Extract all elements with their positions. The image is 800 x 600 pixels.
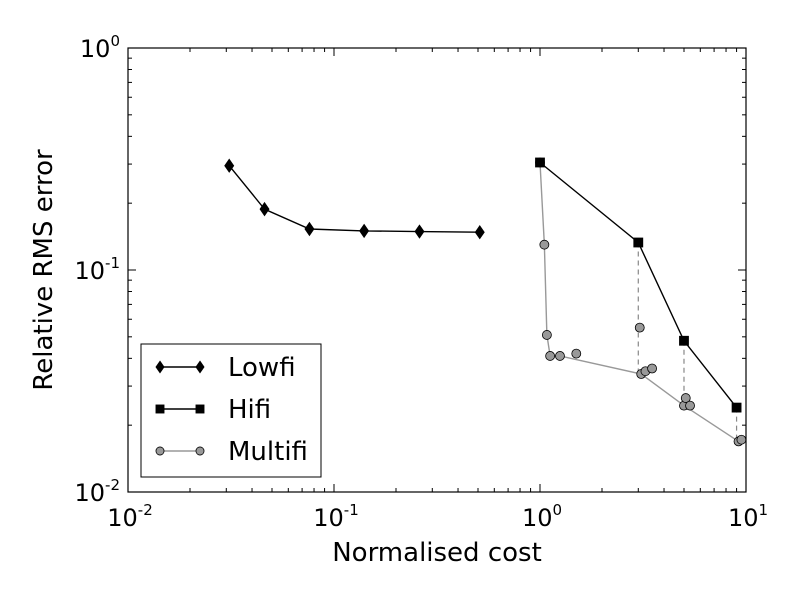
multifi-point — [571, 348, 582, 359]
y-tick-label: 10-2 — [74, 476, 120, 507]
x-tick-label-exponent: -2 — [138, 501, 153, 519]
hifi-series-line — [539, 161, 738, 409]
legend-label-lowfi: Lowfi — [228, 353, 296, 383]
lowfi-point — [359, 223, 370, 239]
y-axis-label: Relative RMS error — [29, 149, 59, 391]
x-tick-label-base: 10 — [107, 504, 138, 532]
legend-box — [140, 343, 322, 478]
x-tick-label-base: 10 — [728, 504, 759, 532]
plot-frame — [127, 47, 747, 493]
legend-marker-hifi — [195, 404, 205, 414]
y-tick-label-base: 10 — [80, 35, 111, 63]
multifi-point — [555, 351, 565, 361]
y-tick-label-exponent: 0 — [110, 32, 120, 50]
legend-marker-multifi — [195, 446, 205, 456]
y-tick-label-exponent: -1 — [105, 254, 120, 272]
multifi-point — [634, 322, 645, 333]
legend-label-hifi: Hifi — [228, 395, 271, 425]
legend: Lowfi Hifi Multifi — [140, 343, 322, 478]
legend-label-multifi: Multifi — [228, 437, 308, 467]
legend-marker-lowfi — [155, 360, 165, 374]
lowfi-point — [304, 221, 315, 237]
lowfi-point — [414, 224, 425, 239]
y-tick-label: 10-1 — [74, 254, 120, 285]
plot-layer — [224, 157, 747, 447]
multifi-point — [680, 393, 691, 403]
y-tick-label-exponent: -2 — [105, 476, 120, 494]
lowfi-point — [224, 158, 235, 173]
lowfi-series-line — [228, 165, 480, 233]
y-tick-label-base: 10 — [74, 257, 105, 285]
x-axis-label: Normalised cost — [332, 538, 542, 568]
hifi-point — [731, 402, 742, 413]
multifi-point — [736, 434, 747, 445]
y-tick-label-base: 10 — [74, 479, 105, 507]
x-tick-label: 10-2 — [107, 501, 153, 532]
legend-marker-hifi — [155, 404, 165, 414]
hifi-point — [633, 237, 644, 248]
multifi-series-line — [539, 162, 739, 442]
legend-marker-multifi — [155, 446, 165, 456]
multifi-point — [539, 239, 550, 250]
multifi-point — [647, 363, 657, 374]
multifi-point — [545, 351, 556, 361]
hifi-point — [535, 157, 545, 168]
hifi-point — [679, 335, 689, 346]
x-tick-label-base: 10 — [522, 504, 553, 532]
x-tick-label: 10-1 — [313, 501, 359, 532]
x-tick-label-base: 10 — [313, 504, 344, 532]
multifi-point — [685, 400, 695, 411]
lowfi-point — [474, 224, 485, 240]
multifi-point — [541, 330, 552, 340]
x-tick-label: 100 — [522, 501, 562, 532]
legend-marker-lowfi — [195, 360, 205, 374]
lowfi-point — [259, 201, 270, 217]
y-tick-label: 100 — [80, 32, 120, 63]
x-tick-label-exponent: -1 — [344, 501, 359, 519]
x-tick-label-exponent: 1 — [759, 501, 769, 519]
x-tick-label-exponent: 0 — [553, 501, 563, 519]
x-tick-label: 101 — [728, 501, 768, 532]
